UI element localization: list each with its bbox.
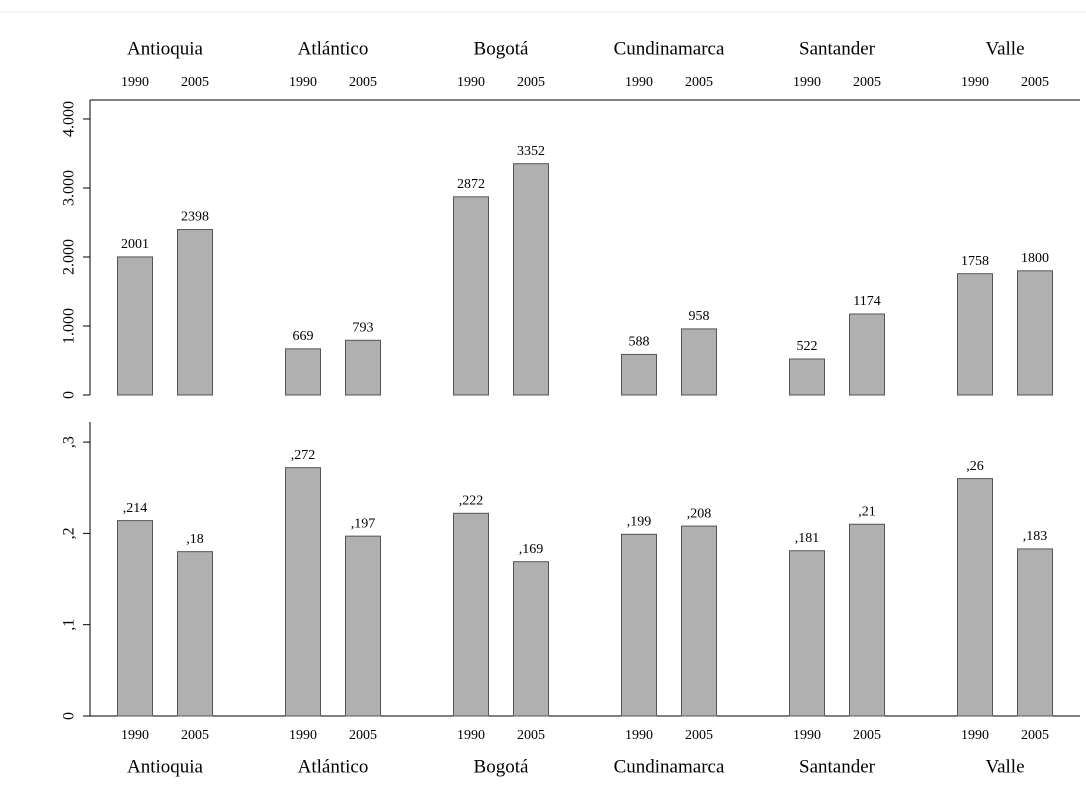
bar: [621, 533, 657, 717]
year-label: 2005: [181, 728, 209, 743]
value-label: 793: [353, 320, 374, 335]
value-label: ,183: [1023, 529, 1048, 544]
year-label: 2005: [517, 75, 545, 90]
bar: [849, 523, 885, 717]
year-label: 2005: [685, 75, 713, 90]
value-label: 3352: [517, 144, 545, 159]
bar: [513, 163, 549, 396]
year-label: 2005: [685, 728, 713, 743]
bar: [285, 467, 321, 717]
value-label: 1174: [853, 294, 880, 309]
y-tick-label: 1.000: [61, 308, 78, 344]
year-label: 1990: [457, 728, 485, 743]
value-label: 958: [689, 309, 710, 324]
group-label: Cundinamarca: [614, 756, 725, 777]
y-tick-label: ,1: [61, 619, 78, 631]
year-label: 2005: [349, 728, 377, 743]
year-label: 1990: [961, 75, 989, 90]
bar: [1017, 270, 1053, 396]
year-label: 2005: [181, 75, 209, 90]
bar: [177, 229, 213, 396]
value-label: ,197: [351, 516, 376, 531]
year-label: 1990: [289, 728, 317, 743]
value-label: ,26: [966, 459, 984, 474]
bar: [285, 348, 321, 396]
bar: [117, 256, 153, 396]
group-label: Bogotá: [474, 756, 529, 777]
year-label: 1990: [457, 75, 485, 90]
bar: [453, 196, 489, 396]
value-label: ,214: [123, 501, 148, 516]
bar: [453, 512, 489, 717]
year-label: 1990: [289, 75, 317, 90]
bar: [621, 353, 657, 396]
group-label: Cundinamarca: [614, 38, 725, 59]
bar: [117, 520, 153, 717]
y-tick-label: 4.000: [61, 101, 78, 137]
bar: [345, 339, 381, 396]
bar: [789, 358, 825, 396]
group-label: Antioquia: [127, 756, 204, 777]
value-label: ,272: [291, 448, 316, 463]
y-tick-label: ,2: [61, 527, 78, 539]
value-label: ,21: [858, 504, 876, 519]
year-label: 1990: [121, 75, 149, 90]
bar: [681, 328, 717, 396]
group-label: Valle: [985, 38, 1024, 59]
y-tick-label: 0: [61, 391, 78, 399]
bar: [177, 551, 213, 717]
bar: [789, 550, 825, 717]
bar: [849, 313, 885, 396]
y-tick-label: 0: [61, 712, 78, 720]
year-label: 2005: [1021, 728, 1049, 743]
bar: [957, 478, 993, 717]
value-label: 1758: [961, 254, 989, 269]
value-label: ,208: [687, 506, 712, 521]
y-tick-label: 3.000: [61, 170, 78, 206]
bar: [957, 273, 993, 396]
value-label: 669: [293, 329, 314, 344]
year-label: 1990: [793, 75, 821, 90]
bar: [681, 525, 717, 717]
value-label: 2001: [121, 237, 149, 252]
y-tick-label: 2.000: [61, 239, 78, 275]
group-label: Bogotá: [474, 38, 529, 59]
value-label: 2398: [181, 210, 209, 225]
bar: [1017, 548, 1053, 717]
y-tick-label: ,3: [61, 436, 78, 448]
group-label: Santander: [799, 38, 876, 59]
value-label: ,181: [795, 531, 820, 546]
bar: [345, 535, 381, 717]
value-label: 522: [797, 339, 818, 354]
year-label: 1990: [625, 75, 653, 90]
value-label: ,169: [519, 542, 544, 557]
value-label: 588: [629, 335, 650, 350]
group-label: Valle: [985, 756, 1024, 777]
year-label: 2005: [349, 75, 377, 90]
year-label: 2005: [853, 75, 881, 90]
year-label: 2005: [1021, 75, 1049, 90]
year-label: 2005: [853, 728, 881, 743]
year-label: 1990: [793, 728, 821, 743]
year-label: 1990: [961, 728, 989, 743]
year-label: 2005: [517, 728, 545, 743]
value-label: ,222: [459, 494, 484, 509]
year-label: 1990: [625, 728, 653, 743]
value-label: 1800: [1021, 251, 1049, 266]
group-label: Santander: [799, 756, 876, 777]
year-label: 1990: [121, 728, 149, 743]
group-label: Atlántico: [298, 756, 369, 777]
group-label: Antioquia: [127, 38, 204, 59]
value-label: ,18: [186, 532, 204, 547]
group-label: Atlántico: [298, 38, 369, 59]
value-label: 2872: [457, 177, 485, 192]
value-label: ,199: [627, 515, 652, 530]
bar: [513, 561, 549, 717]
